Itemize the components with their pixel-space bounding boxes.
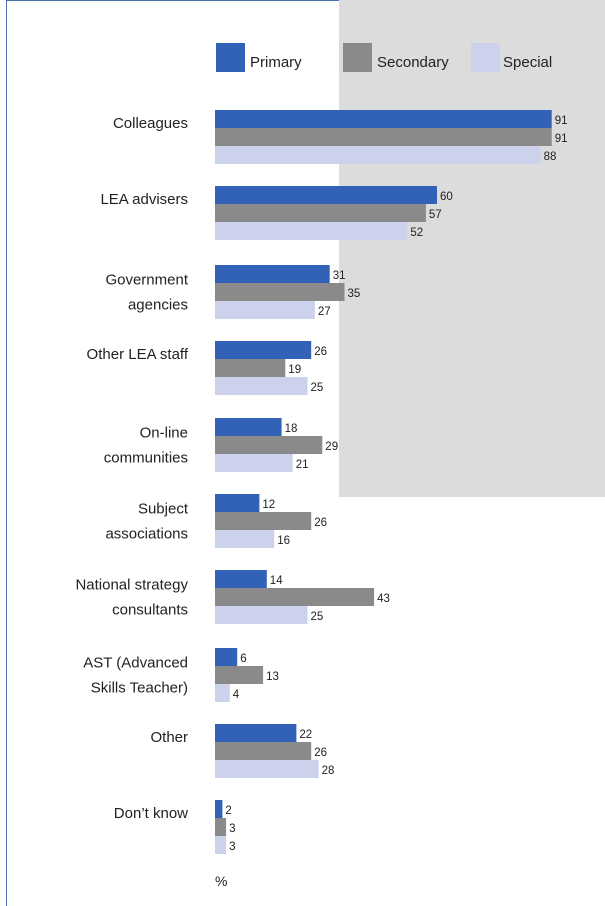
bar-primary — [215, 724, 297, 742]
background-shaded-panel — [339, 0, 605, 497]
value-label: 21 — [296, 459, 309, 471]
bar-special — [215, 836, 227, 854]
bar-secondary — [215, 204, 426, 222]
value-label: 27 — [318, 306, 331, 318]
bar-secondary — [215, 742, 312, 760]
bar-secondary — [215, 666, 264, 684]
value-label: 3 — [229, 823, 235, 835]
category-label: National strategy — [75, 577, 188, 594]
bar-special — [215, 454, 293, 472]
legend-label-primary: Primary — [250, 54, 302, 71]
value-label: 22 — [299, 729, 312, 741]
bar-secondary — [215, 818, 227, 836]
category-label: On-line — [140, 425, 188, 442]
value-label: 60 — [440, 191, 453, 203]
legend-label-secondary: Secondary — [377, 54, 449, 71]
value-label: 6 — [240, 653, 246, 665]
value-label: 91 — [555, 133, 568, 145]
legend-label-special: Special — [503, 54, 552, 71]
value-label: 88 — [544, 151, 557, 163]
value-label: 29 — [325, 441, 338, 453]
legend-swatch-special — [471, 43, 500, 72]
bar-primary — [215, 800, 223, 818]
bar-special — [215, 377, 308, 395]
value-label: 12 — [262, 499, 275, 511]
bar-special — [215, 530, 275, 548]
category-label: AST (Advanced — [83, 655, 188, 672]
bar-special — [215, 684, 230, 702]
axis-unit-label: % — [215, 873, 227, 889]
value-label: 52 — [410, 227, 423, 239]
bar-primary — [215, 265, 330, 283]
bar-secondary — [215, 283, 345, 301]
value-label: 13 — [266, 671, 279, 683]
value-label: 3 — [229, 841, 235, 853]
bar-secondary — [215, 128, 552, 146]
value-label: 4 — [233, 689, 240, 701]
bar-primary — [215, 494, 260, 512]
category-label: Other — [150, 729, 188, 746]
category-label: Subject — [138, 501, 189, 518]
bar-secondary — [215, 512, 312, 530]
bar-special — [215, 146, 541, 164]
value-label: 26 — [314, 517, 327, 529]
value-label: 25 — [311, 611, 324, 623]
category-label: Colleagues — [113, 115, 188, 132]
category-label: agencies — [128, 297, 188, 314]
value-label: 16 — [277, 535, 290, 547]
value-label: 26 — [314, 346, 327, 358]
bar-special — [215, 760, 319, 778]
value-label: 57 — [429, 209, 442, 221]
category-label: Don’t know — [114, 805, 188, 822]
value-label: 18 — [285, 423, 298, 435]
category-label: Other LEA staff — [87, 346, 189, 363]
category-label: associations — [105, 526, 188, 543]
bar-special — [215, 606, 308, 624]
bar-secondary — [215, 588, 375, 606]
bar-primary — [215, 341, 312, 359]
category-label: communities — [104, 450, 188, 467]
chart-frame — [6, 0, 605, 906]
value-label: 2 — [225, 805, 231, 817]
value-label: 28 — [322, 765, 335, 777]
bar-secondary — [215, 359, 286, 377]
bar-secondary — [215, 436, 323, 454]
value-label: 26 — [314, 747, 327, 759]
category-label: consultants — [112, 602, 188, 619]
category-label: Government — [105, 272, 188, 289]
value-label: 43 — [377, 593, 390, 605]
bar-special — [215, 301, 315, 319]
category-label: Skills Teacher) — [91, 680, 188, 697]
bar-primary — [215, 570, 267, 588]
legend-swatch-secondary — [343, 43, 372, 72]
bar-primary — [215, 648, 238, 666]
value-label: 31 — [333, 270, 346, 282]
bar-special — [215, 222, 408, 240]
bar-primary — [215, 418, 282, 436]
value-label: 91 — [555, 115, 568, 127]
category-label: LEA advisers — [100, 191, 188, 208]
value-label: 14 — [270, 575, 283, 587]
bar-primary — [215, 186, 437, 204]
value-label: 35 — [348, 288, 361, 300]
value-label: 19 — [288, 364, 301, 376]
value-label: 25 — [311, 382, 324, 394]
legend-swatch-primary — [216, 43, 245, 72]
bar-primary — [215, 110, 552, 128]
